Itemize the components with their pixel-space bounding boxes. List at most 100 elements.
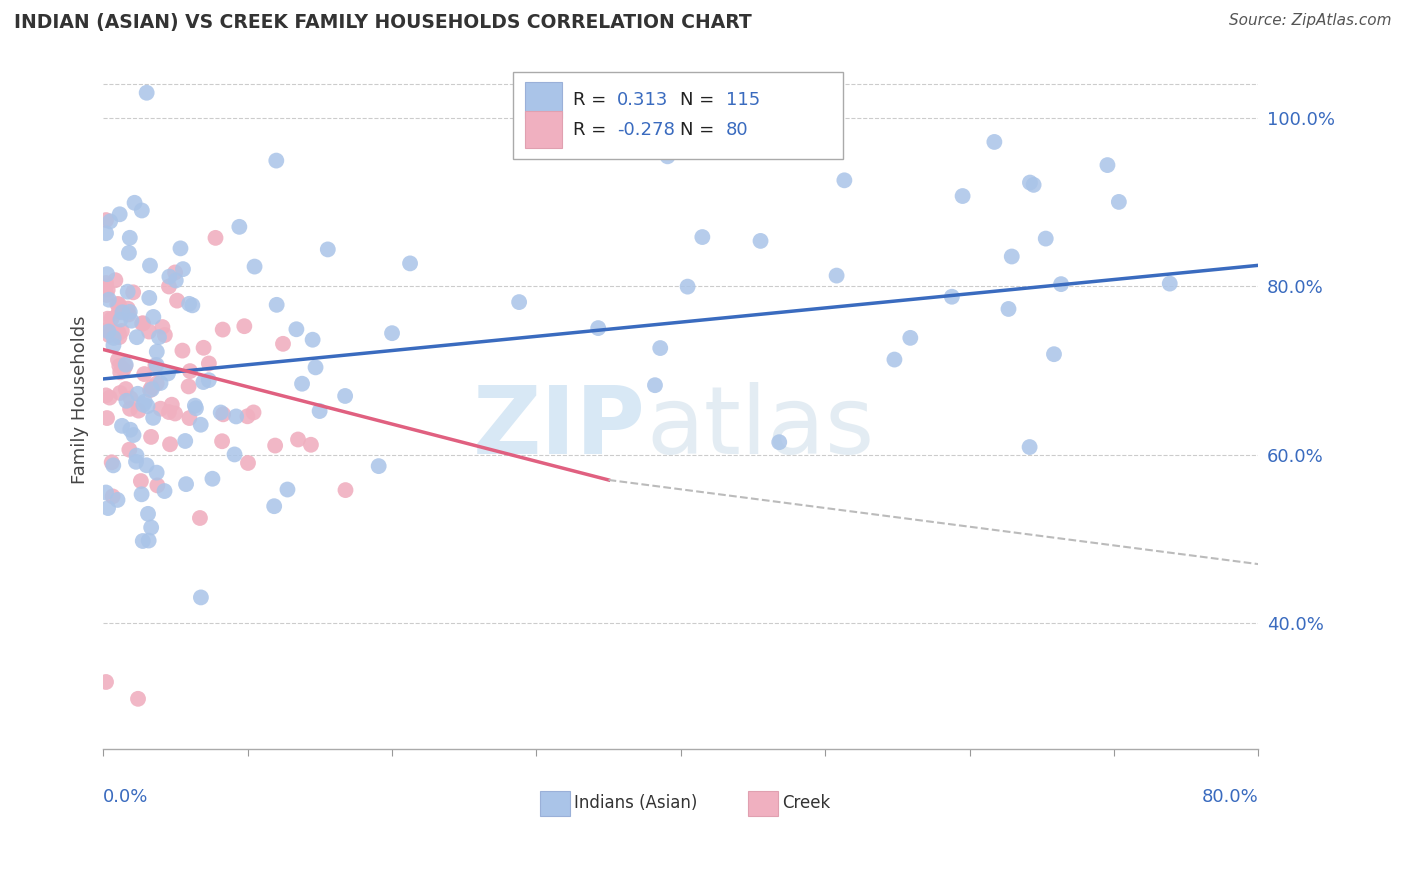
Point	[266, 153, 288, 168]
Point	[160, 398, 183, 412]
Point	[125, 330, 148, 344]
Point	[179, 297, 201, 311]
Point	[198, 373, 221, 387]
Point	[138, 533, 160, 548]
Point	[97, 283, 120, 297]
Point	[243, 260, 266, 274]
Point	[301, 333, 323, 347]
Text: INDIAN (ASIAN) VS CREEK FAMILY HOUSEHOLDS CORRELATION CHART: INDIAN (ASIAN) VS CREEK FAMILY HOUSEHOLD…	[14, 13, 752, 32]
Point	[898, 331, 921, 345]
Point	[94, 276, 117, 290]
Text: 0.313: 0.313	[617, 91, 669, 110]
Point	[834, 173, 856, 187]
Point	[132, 398, 155, 412]
Point	[157, 405, 180, 419]
Text: R =: R =	[574, 91, 613, 110]
Text: atlas: atlas	[647, 382, 875, 474]
Point	[193, 375, 215, 389]
Point	[190, 417, 212, 432]
Point	[111, 418, 134, 433]
Point	[141, 382, 163, 396]
Point	[1159, 277, 1181, 291]
Point	[201, 472, 224, 486]
Point	[136, 399, 159, 413]
Point	[335, 483, 357, 497]
Point	[399, 256, 422, 270]
Point	[120, 401, 142, 416]
Text: 80.0%: 80.0%	[1202, 788, 1258, 805]
Point	[97, 293, 120, 307]
Point	[108, 207, 131, 221]
Point	[145, 359, 167, 373]
Point	[145, 466, 167, 480]
Point	[118, 246, 141, 260]
Point	[131, 203, 153, 218]
Point	[94, 279, 117, 293]
Point	[236, 456, 259, 470]
Point	[96, 411, 118, 425]
Point	[153, 484, 176, 499]
Point	[141, 380, 163, 394]
Point	[142, 410, 165, 425]
Text: N =: N =	[679, 91, 720, 110]
Point	[1018, 440, 1040, 454]
Point	[152, 320, 174, 334]
Point	[204, 231, 226, 245]
Point	[104, 273, 127, 287]
Point	[163, 407, 186, 421]
Point	[139, 430, 162, 444]
Point	[211, 434, 233, 449]
Point	[228, 219, 250, 234]
Point	[165, 265, 187, 279]
Point	[129, 474, 152, 488]
Point	[692, 230, 714, 244]
Point	[190, 591, 212, 605]
Point	[111, 324, 134, 338]
Point	[211, 322, 233, 336]
Point	[179, 364, 201, 378]
Point	[169, 241, 191, 255]
Point	[115, 393, 138, 408]
Point	[689, 86, 711, 100]
Point	[174, 434, 197, 448]
Point	[131, 487, 153, 501]
Text: N =: N =	[679, 120, 720, 138]
FancyBboxPatch shape	[513, 71, 842, 159]
Point	[135, 86, 157, 100]
Point	[181, 298, 204, 312]
Point	[108, 330, 131, 344]
Point	[107, 352, 129, 367]
Point	[110, 365, 132, 379]
Point	[749, 234, 772, 248]
Point	[118, 308, 141, 322]
Text: 0.0%: 0.0%	[103, 788, 149, 805]
Point	[172, 262, 194, 277]
Point	[135, 458, 157, 473]
Point	[96, 288, 118, 302]
Point	[193, 341, 215, 355]
Point	[96, 323, 118, 337]
Point	[299, 438, 322, 452]
Point	[118, 231, 141, 245]
Point	[172, 343, 194, 358]
Point	[149, 376, 172, 390]
Point	[105, 297, 128, 311]
Point	[1035, 231, 1057, 245]
Text: 80: 80	[725, 120, 748, 138]
Point	[136, 507, 159, 521]
Point	[285, 322, 308, 336]
Point	[124, 195, 146, 210]
Point	[287, 433, 309, 447]
Point	[157, 269, 180, 284]
Point	[94, 485, 117, 500]
Point	[98, 214, 121, 228]
Point	[146, 478, 169, 492]
Point	[139, 383, 162, 397]
Point	[271, 336, 294, 351]
Point	[103, 458, 125, 473]
Point	[114, 358, 136, 372]
Point	[1001, 250, 1024, 264]
Point	[983, 135, 1005, 149]
Text: Source: ZipAtlas.com: Source: ZipAtlas.com	[1229, 13, 1392, 29]
Point	[125, 455, 148, 469]
